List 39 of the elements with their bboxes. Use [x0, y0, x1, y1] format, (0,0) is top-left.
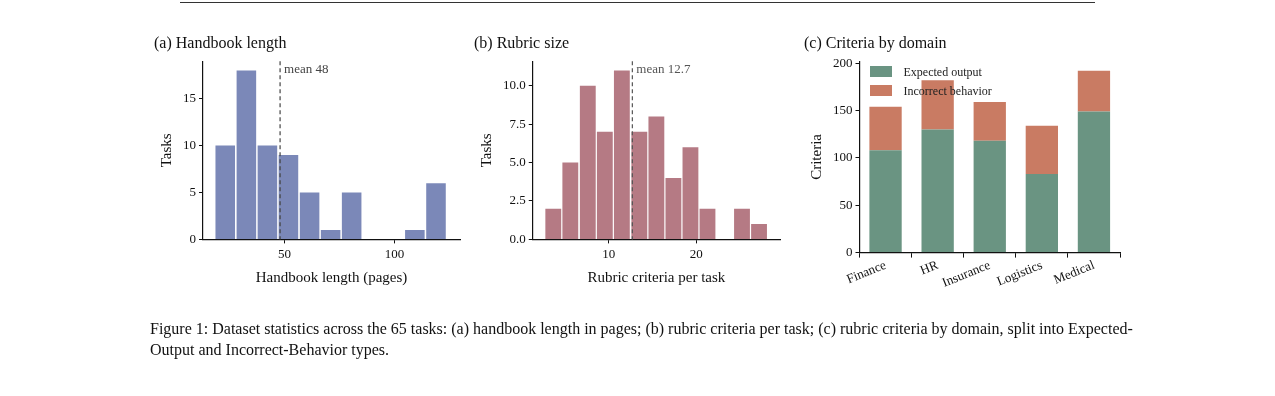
x-axis-title: Handbook length (pages)	[255, 268, 408, 286]
y-tick-label: 200	[833, 54, 853, 70]
bar	[869, 150, 902, 253]
y-axis-title: Tasks	[477, 133, 494, 168]
y-tick-label: 50	[839, 196, 853, 212]
bar	[1025, 173, 1058, 253]
y-tick-label: 10.0	[503, 77, 526, 93]
bar	[973, 101, 1006, 141]
y-tick-label: 5.0	[509, 154, 526, 170]
y-tick-label: 7.5	[509, 115, 526, 131]
ref-line-label: mean 48	[284, 61, 329, 77]
y-tick-label: 150	[833, 101, 853, 117]
x-axis-title: Rubric criteria per task	[587, 268, 726, 285]
x-tick-label: HR	[917, 256, 941, 278]
y-tick-label: 0.0	[509, 230, 526, 246]
y-tick-label: 5	[189, 183, 196, 199]
x-tick-label: 100	[384, 245, 405, 261]
chart-title: (a) Handbook length	[154, 33, 287, 52]
chart-title: (b) Rubric size	[474, 33, 570, 52]
bar	[869, 106, 902, 151]
y-tick-label: 0	[189, 230, 196, 246]
ref-line-label: mean 12.7	[636, 61, 691, 77]
bar	[921, 129, 954, 253]
y-axis-title: Tasks	[157, 133, 174, 168]
y-axis-title: Criteria	[807, 133, 824, 180]
y-tick-label: 2.5	[509, 192, 526, 208]
bar	[1025, 125, 1058, 174]
bar	[1077, 70, 1111, 112]
x-tick-label: 50	[277, 245, 291, 261]
chart-title: (c) Criteria by domain	[804, 33, 947, 52]
y-tick-label: 15	[183, 90, 196, 106]
bar	[973, 140, 1006, 253]
bar	[1077, 111, 1111, 253]
y-tick-label: 10	[183, 137, 196, 153]
x-tick-label: 10	[602, 245, 616, 261]
y-tick-label: 100	[833, 149, 853, 165]
x-tick-label: 20	[689, 245, 703, 261]
legend-label: Expected output	[902, 64, 983, 82]
caption: Figure 1: Dataset statistics across the 65 tasks: (a) handbook length in pages; (b) rubric criteria per task; (c) rubric criteria by domain, split into Expected-Output and Incorrect-Behavior types.	[150, 319, 1134, 360]
